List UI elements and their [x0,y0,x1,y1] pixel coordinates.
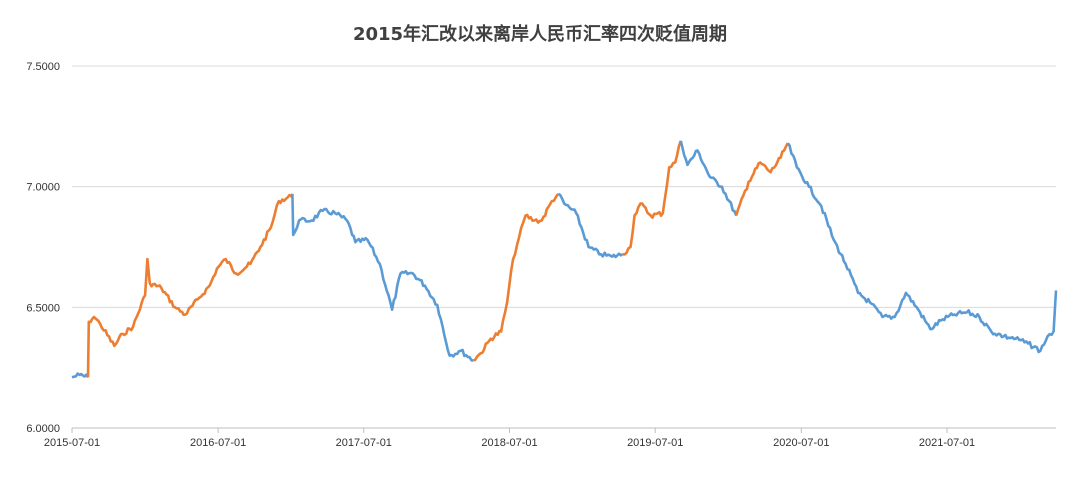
series-layer [71,140,1058,379]
x-axis-ticks: 2015-07-01 2016-07-01 2017-07-01 2018-07-01… [44,428,975,449]
x-tick-label: 2015-07-01 [44,437,100,449]
other-series-line [557,192,624,259]
x-tick-label: 2018-07-01 [481,437,537,449]
other-series-line [71,372,90,379]
y-tick-label: 6.0000 [26,423,60,435]
depreciation-series-line [622,140,683,256]
y-tick-label: 7.0000 [26,182,60,194]
depreciation-series-line [472,193,560,362]
y-tick-label: 7.5000 [26,61,60,73]
x-tick-label: 2021-07-01 [919,437,975,449]
depreciation-series-line [734,142,789,216]
y-axis-ticks: 6.0000 6.5000 7.0000 7.5000 [26,61,60,435]
grid-layer [72,65,1056,429]
x-tick-label: 2016-07-01 [190,437,246,449]
y-tick-label: 6.5000 [26,302,60,314]
other-series-line [291,193,474,362]
other-series-line [786,142,1058,354]
other-series-line [679,140,738,217]
depreciation-series-line [86,193,294,378]
x-tick-label: 2019-07-01 [627,437,683,449]
chart-title: 2015年汇改以来离岸人民币汇率四次贬值周期 [353,23,727,45]
x-tick-label: 2017-07-01 [336,437,392,449]
x-tick-label: 2020-07-01 [773,437,829,449]
